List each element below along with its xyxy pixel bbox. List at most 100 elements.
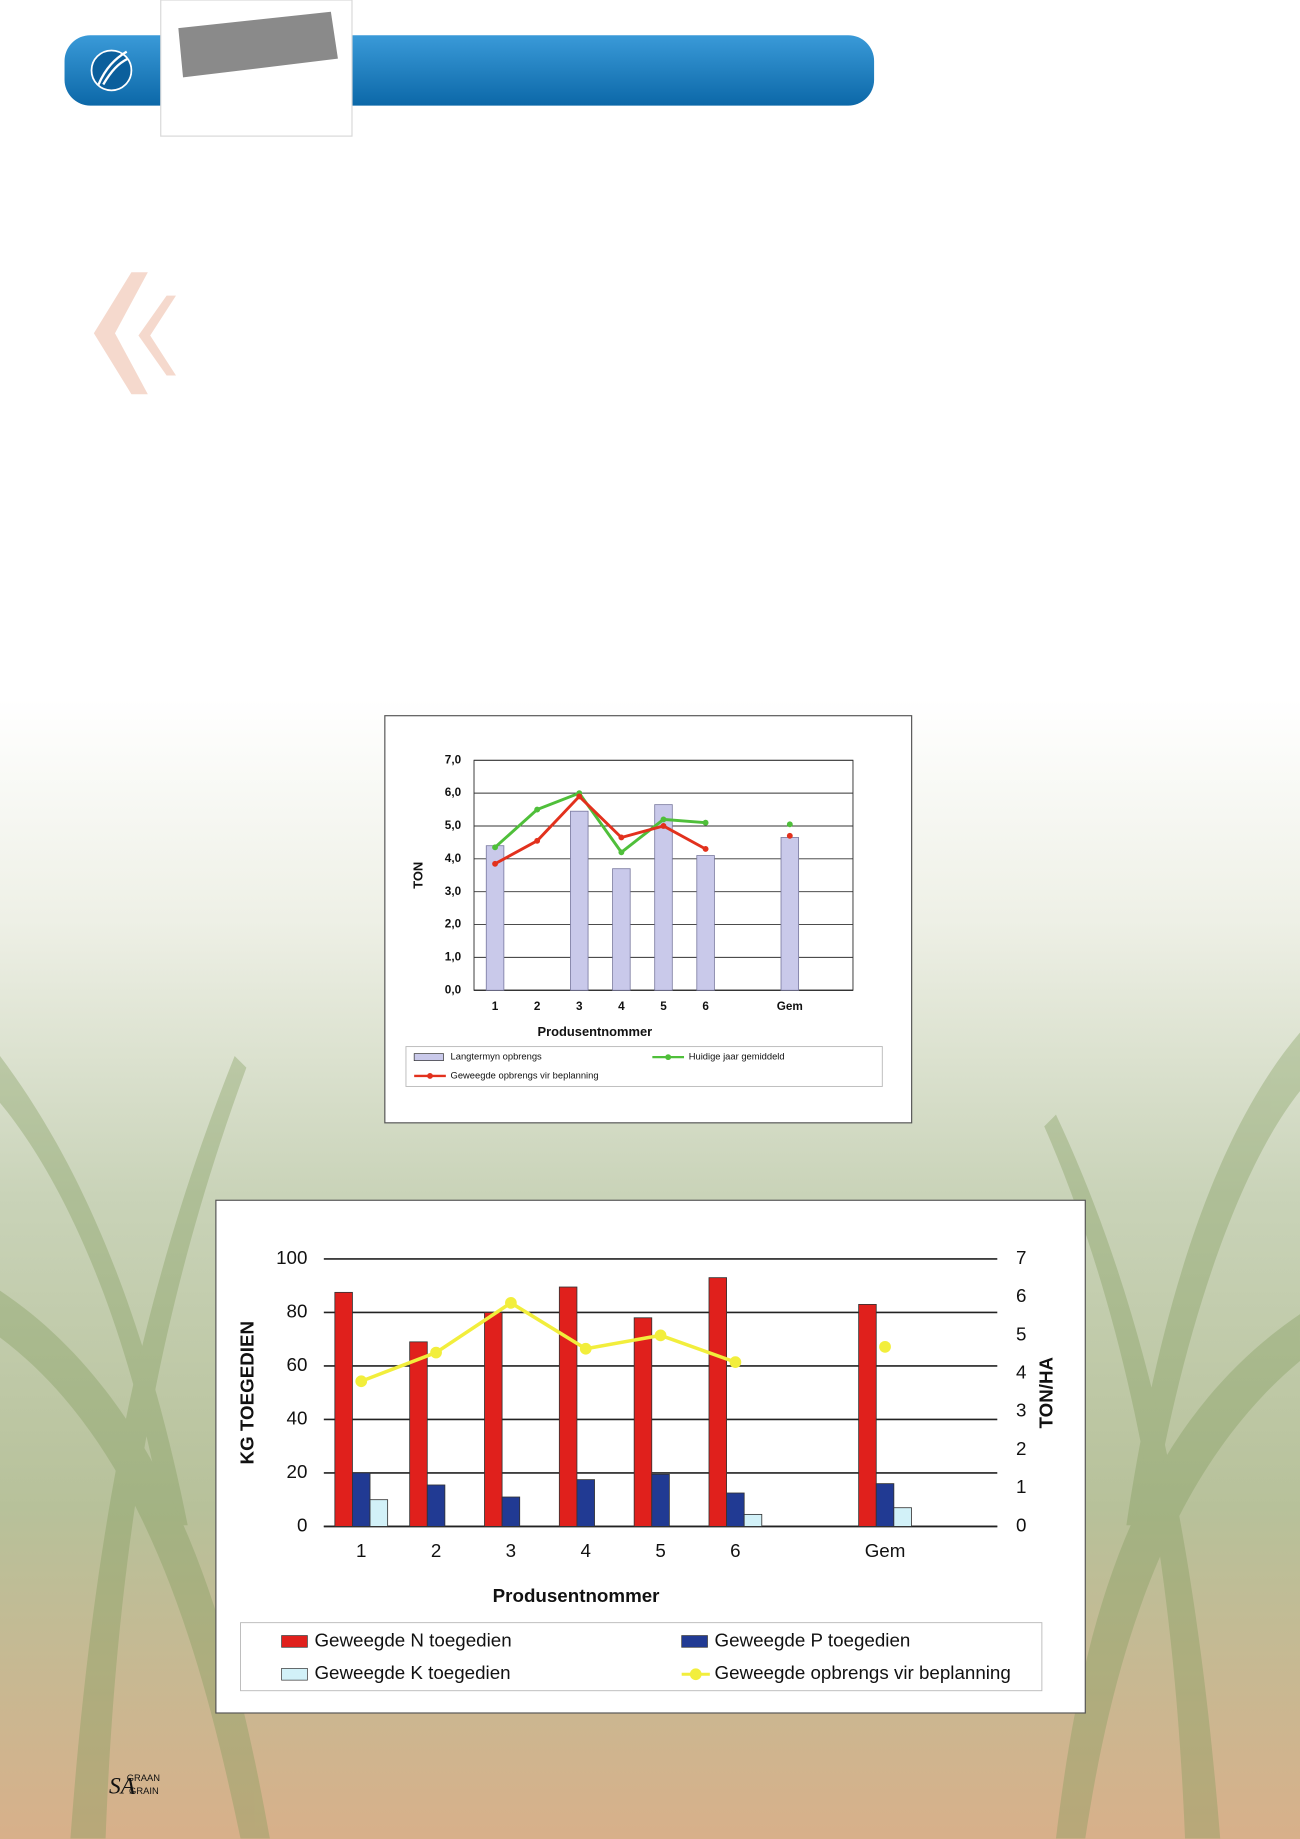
y-tick-label: 4,0 xyxy=(445,852,462,865)
logo xyxy=(90,49,133,92)
marker xyxy=(576,793,583,800)
marker xyxy=(355,1375,368,1388)
bar xyxy=(576,1479,595,1527)
marker xyxy=(879,1340,891,1353)
bar xyxy=(893,1507,912,1527)
bar xyxy=(651,1473,670,1527)
legend-marker xyxy=(689,1668,702,1681)
x-tick-label: 3 xyxy=(576,1000,583,1013)
y-tick-label: 20 xyxy=(287,1461,308,1482)
legend-swatch xyxy=(281,1635,308,1648)
legend-marker xyxy=(665,1054,672,1061)
bar xyxy=(696,855,715,991)
bar xyxy=(484,1312,503,1527)
bar xyxy=(780,837,800,991)
bar xyxy=(570,810,589,991)
bar xyxy=(426,1484,446,1527)
logo-leaf xyxy=(97,50,129,86)
y-tick-label: 7,0 xyxy=(445,753,462,766)
y-tick-label: 40 xyxy=(287,1407,308,1428)
legend-frame xyxy=(405,1046,883,1087)
y2-tick-label: 3 xyxy=(1016,1400,1026,1421)
x-tick-label: 5 xyxy=(655,1540,665,1561)
x-tick-label: Gem xyxy=(777,1000,803,1013)
bar xyxy=(409,1341,428,1527)
y-tick-label: 100 xyxy=(276,1247,307,1268)
bar xyxy=(558,1286,578,1527)
x-tick-label: 5 xyxy=(660,1000,667,1013)
bar xyxy=(352,1472,371,1527)
y-tick-label: 5,0 xyxy=(445,819,462,832)
y-tick-label: 0,0 xyxy=(445,983,462,996)
legend-label: Huidige jaar gemiddeld xyxy=(689,1052,785,1062)
legend-swatch xyxy=(281,1668,308,1681)
marker xyxy=(729,1356,742,1368)
y2-tick-label: 6 xyxy=(1016,1285,1026,1306)
legend-frame xyxy=(240,1622,1043,1692)
marker xyxy=(505,1297,517,1309)
x-axis-title: Produsentnommer xyxy=(538,1024,653,1039)
y2-tick-label: 0 xyxy=(1016,1514,1026,1535)
quote-mark xyxy=(93,272,176,395)
y-tick-label: 6,0 xyxy=(445,786,462,799)
y2-tick-label: 5 xyxy=(1016,1323,1026,1344)
legend-label: Geweegde K toegedien xyxy=(314,1662,510,1683)
corn-leaves xyxy=(0,1032,1300,1839)
marker xyxy=(702,846,709,852)
x-tick-label: Gem xyxy=(865,1540,906,1561)
x-tick-label: 1 xyxy=(492,1000,499,1013)
marker xyxy=(492,860,498,867)
x-tick-label: 6 xyxy=(730,1540,740,1561)
y2-tick-label: 1 xyxy=(1016,1476,1026,1497)
footer-logo-line: GRAIN xyxy=(129,1786,159,1796)
marker xyxy=(660,823,667,829)
x-tick-label: 6 xyxy=(702,1000,709,1013)
marker xyxy=(786,832,793,839)
legend-label: Langtermyn opbrengs xyxy=(451,1052,543,1062)
x-tick-label: 2 xyxy=(534,1000,541,1013)
legend-swatch xyxy=(681,1635,708,1648)
bar xyxy=(875,1483,895,1527)
y-axis-title: KG TOEGEDIEN xyxy=(237,1321,258,1465)
marker xyxy=(618,834,625,841)
bar xyxy=(743,1513,763,1527)
x-tick-label: 3 xyxy=(506,1540,516,1561)
legend-label: Geweegde opbrengs vir beplanning xyxy=(451,1070,599,1080)
bar xyxy=(708,1277,727,1527)
y2-tick-label: 7 xyxy=(1016,1247,1026,1268)
y-tick-label: 2,0 xyxy=(445,918,462,931)
y-axis-title: TON xyxy=(410,862,425,889)
x-tick-label: 1 xyxy=(356,1540,366,1561)
header-tape xyxy=(178,11,338,78)
marker xyxy=(430,1346,442,1359)
legend-swatch xyxy=(413,1053,444,1061)
legend-label: Geweegde opbrengs vir beplanning xyxy=(715,1662,1011,1683)
footer-logo-line: GRAAN xyxy=(127,1773,160,1783)
marker xyxy=(534,837,541,844)
y-tick-label: 1,0 xyxy=(445,950,462,963)
x-tick-label: 4 xyxy=(581,1540,591,1561)
marker xyxy=(654,1329,667,1342)
bar xyxy=(485,845,505,991)
y-tick-label: 3,0 xyxy=(445,885,462,898)
marker xyxy=(534,806,541,813)
bar xyxy=(369,1499,389,1527)
legend-label: Geweegde P toegedien xyxy=(715,1629,911,1650)
marker xyxy=(702,819,709,826)
marker xyxy=(786,821,793,828)
bar xyxy=(633,1317,653,1527)
legend-label: Geweegde N toegedien xyxy=(314,1629,511,1650)
marker xyxy=(618,849,625,856)
legend-marker xyxy=(427,1072,433,1079)
x-tick-label: 2 xyxy=(431,1540,441,1561)
bar xyxy=(334,1291,353,1527)
y-tick-label: 80 xyxy=(287,1300,308,1321)
marker xyxy=(579,1342,592,1355)
y2-axis-title: TON/HA xyxy=(1036,1356,1057,1428)
footer-logo-mark: SA xyxy=(109,1773,136,1799)
bar xyxy=(612,868,631,991)
x-tick-label: 4 xyxy=(618,1000,625,1013)
y2-tick-label: 4 xyxy=(1016,1362,1026,1383)
